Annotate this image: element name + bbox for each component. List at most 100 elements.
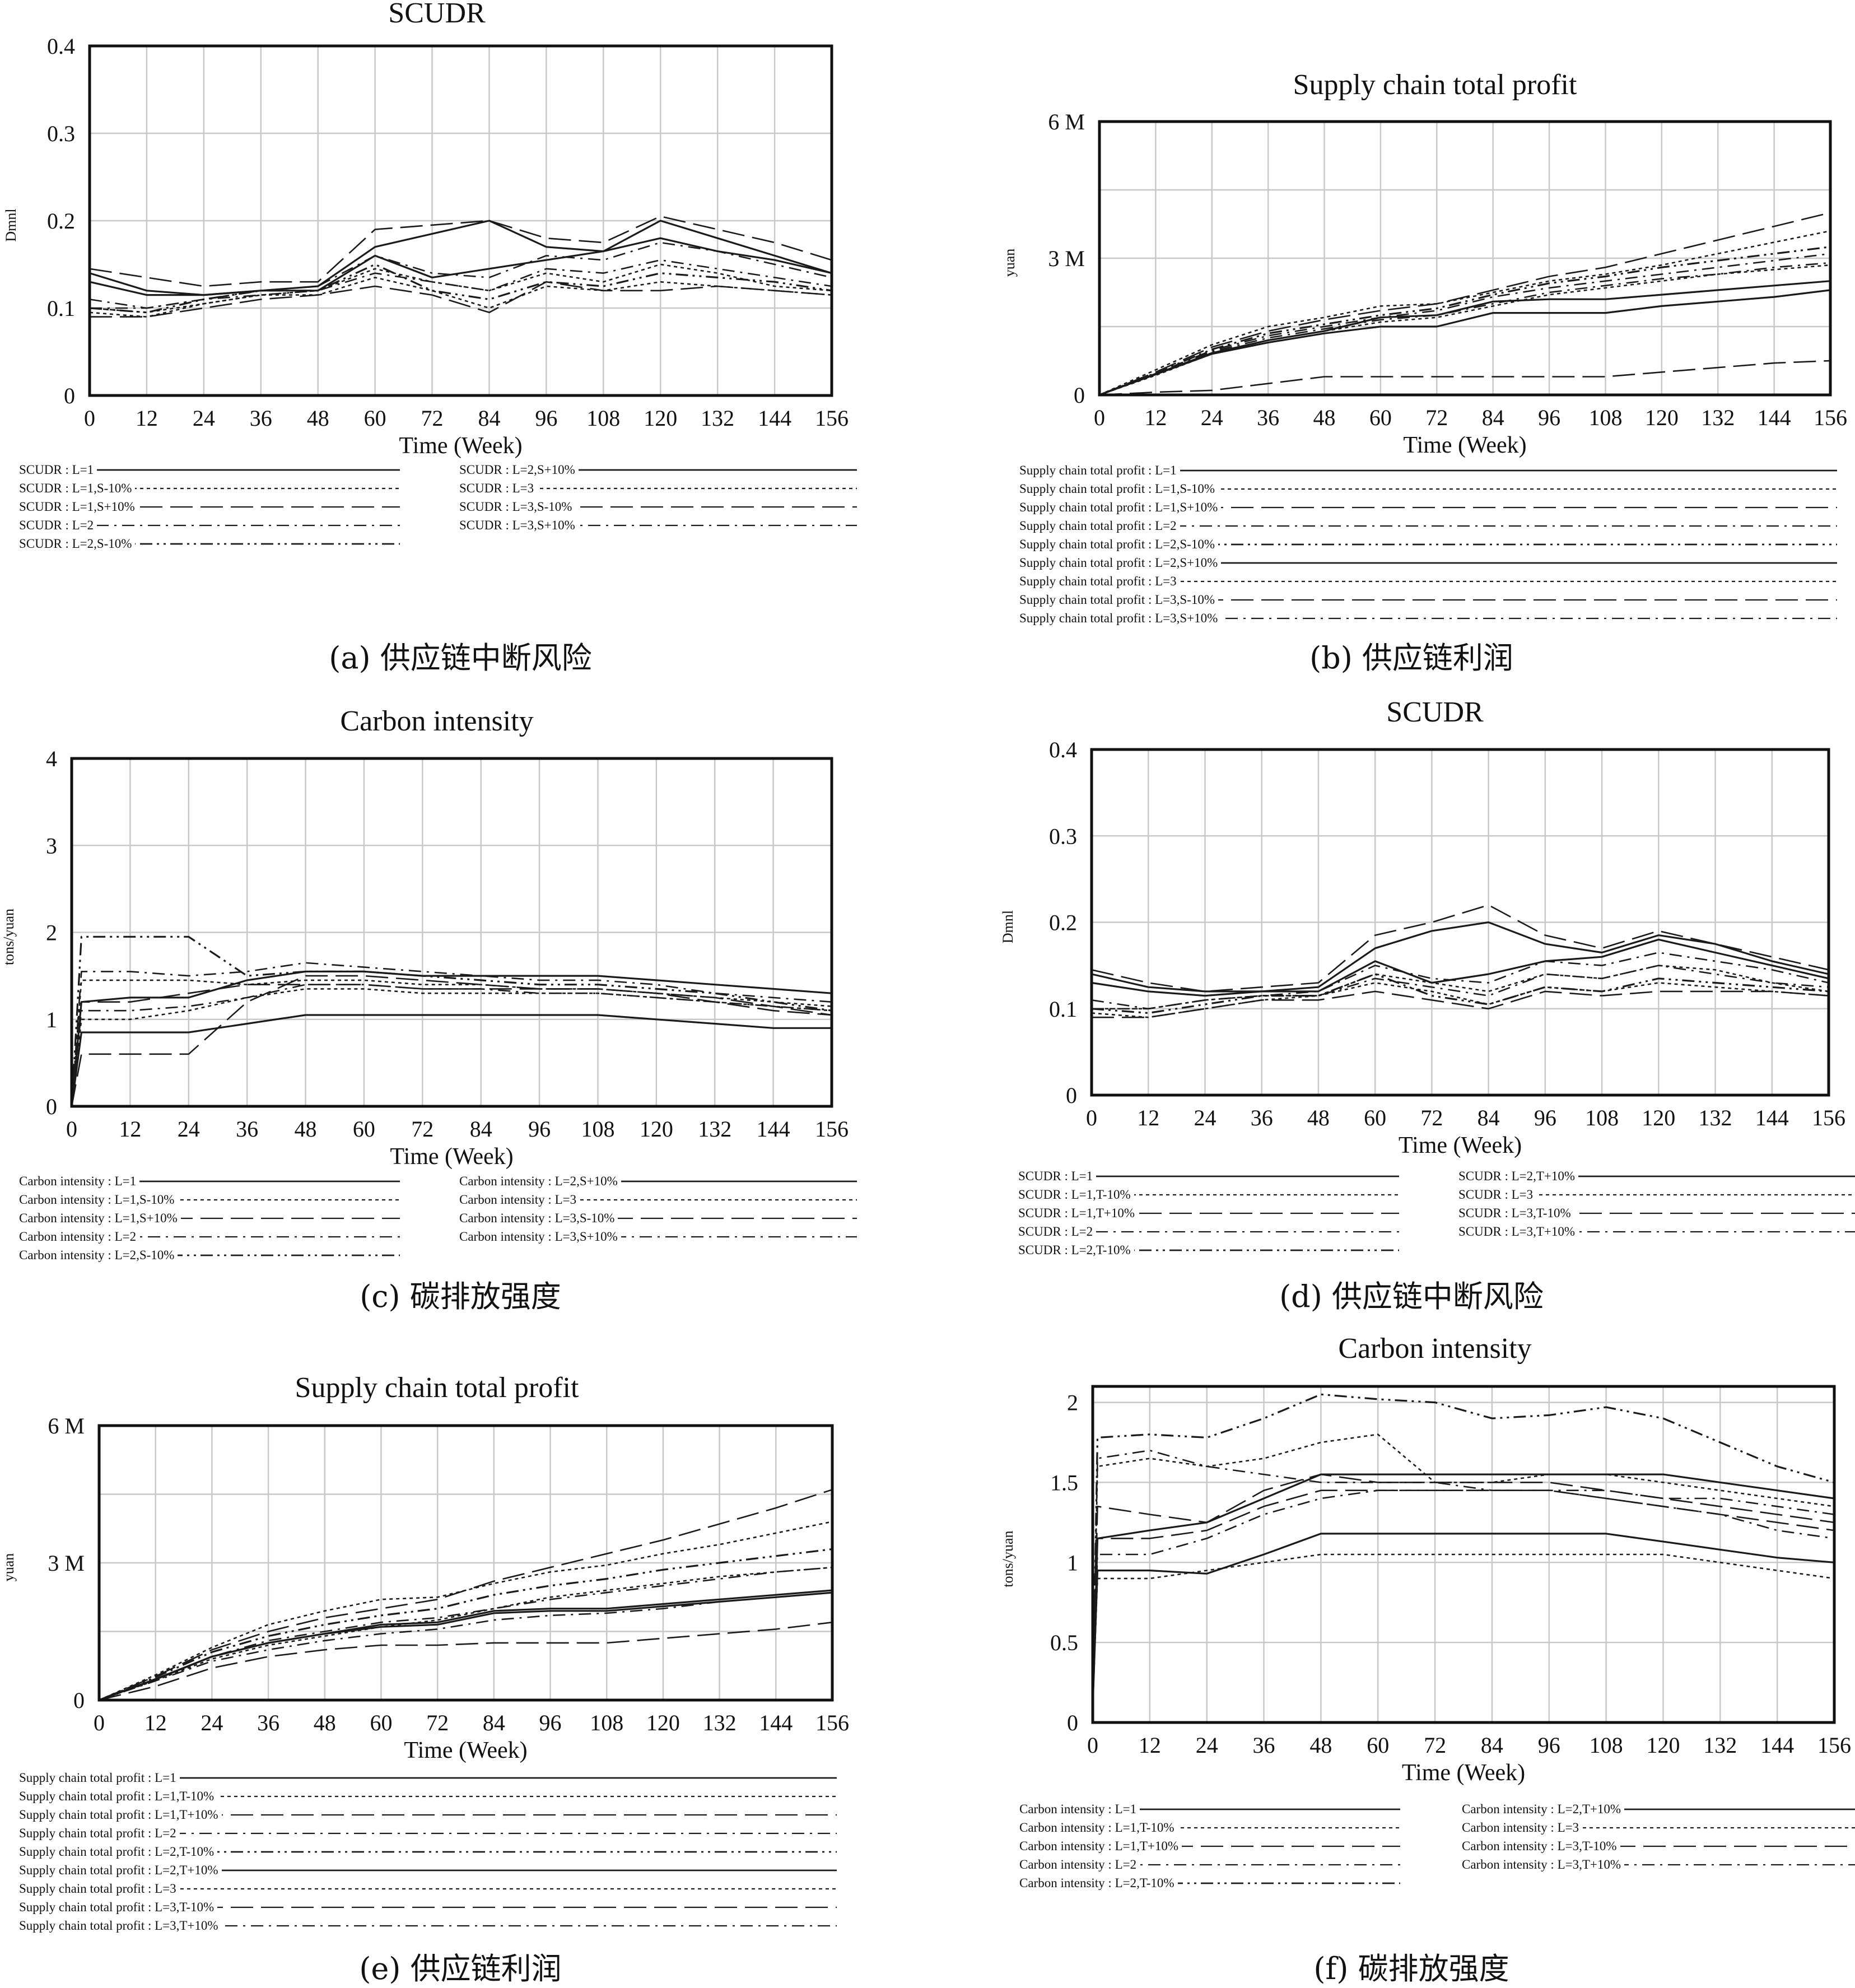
x-tick-label: 96 xyxy=(528,1116,551,1142)
chart-title: Supply chain total profit xyxy=(1293,69,1577,101)
x-tick-label: 120 xyxy=(646,1710,680,1735)
x-tick-label: 84 xyxy=(470,1116,492,1142)
series-line-2 xyxy=(89,263,832,314)
plot-frame xyxy=(70,757,833,1108)
chart-svg-b: 0 12 24 36 48 60 72 84 96 108 120 132 144 156 0 3 M 6 M T… xyxy=(1001,109,1847,458)
legend-label: SCUDR : L=1,T-10% xyxy=(1018,1188,1134,1202)
legend-item: Supply chain total profit : L=3,T-10% xyxy=(19,1898,837,1916)
x-tick-label: 144 xyxy=(758,406,791,431)
x-tick-label: 144 xyxy=(1758,405,1791,430)
x-tick-label: 132 xyxy=(698,1116,731,1142)
legend-label: SCUDR : L=3,T-10% xyxy=(1458,1206,1574,1221)
legend-item: Supply chain total profit : L=2,T-10% xyxy=(19,1842,837,1861)
y-tick-label: 0.4 xyxy=(1049,737,1077,762)
legend-item: Supply chain total profit : L=2 xyxy=(1019,516,1837,535)
legend-item: Supply chain total profit : L=3 xyxy=(1019,572,1837,590)
legend-label: SCUDR : L=3 xyxy=(459,481,538,496)
series-line-3 xyxy=(99,1621,833,1701)
legend-item: SCUDR : L=1 xyxy=(19,460,400,479)
legend-label: Carbon intensity : L=2,S+10% xyxy=(459,1174,621,1189)
legend-swatch xyxy=(459,1199,857,1201)
y-tick-label: 6 M xyxy=(1048,109,1085,134)
series-line-5 xyxy=(1092,1393,1835,1707)
series-line-2 xyxy=(1092,965,1829,1010)
plot-frame xyxy=(1091,1385,1836,1724)
x-tick-label: 60 xyxy=(353,1116,375,1142)
legend-label: SCUDR : L=1,S+10% xyxy=(19,500,138,514)
y-tick-label: 0.4 xyxy=(47,34,75,59)
legend-label: Carbon intensity : L=3,T-10% xyxy=(1462,1839,1620,1854)
series-line-8 xyxy=(1099,212,1831,396)
legend-label: Carbon intensity : L=1,T-10% xyxy=(1019,1821,1178,1835)
x-tick-label: 24 xyxy=(193,406,215,431)
x-tick-label: 36 xyxy=(1253,1733,1275,1758)
legend-item: Carbon intensity : L=3,S-10% xyxy=(459,1209,857,1227)
legend-item: Supply chain total profit : L=2,S+10% xyxy=(1019,553,1837,572)
series-line-9 xyxy=(71,984,832,1107)
legend-label: SCUDR : L=3 xyxy=(1458,1188,1537,1202)
legend-item: Carbon intensity : L=2,S-10% xyxy=(19,1246,400,1264)
legend-label: Carbon intensity : L=1,S+10% xyxy=(19,1211,181,1226)
series-line-7 xyxy=(99,1566,833,1701)
legend-swatch xyxy=(1462,1864,1855,1866)
legend-item: SCUDR : L=2,S+10% xyxy=(459,460,857,479)
legend-item: SCUDR : L=3,S+10% xyxy=(459,516,857,534)
legend-item: Carbon intensity : L=1 xyxy=(19,1172,400,1190)
legend-label: Supply chain total profit : L=3,S-10% xyxy=(1019,593,1218,607)
chart-svg-a: 0 12 24 36 48 60 72 84 96 108 120 132 144 156 0 0.1 0.2 0… xyxy=(3,34,849,459)
legend-item: Carbon intensity : L=1 xyxy=(1019,1800,1400,1818)
x-tick-label: 132 xyxy=(703,1710,737,1735)
x-tick-label: 96 xyxy=(1538,1733,1560,1758)
y-tick-label: 3 xyxy=(46,833,57,858)
x-tick-label: 0 xyxy=(1094,405,1105,430)
legend-label: Supply chain total profit : L=1 xyxy=(1019,463,1180,478)
y-tick-label: 0.1 xyxy=(47,296,75,321)
x-tick-label: 132 xyxy=(1701,405,1735,430)
series-line-9 xyxy=(90,259,832,309)
x-tick-label: 120 xyxy=(1642,1105,1675,1130)
legend-label: Supply chain total profit : L=3,T+10% xyxy=(19,1919,222,1933)
chart-title: Carbon intensity xyxy=(1338,1333,1532,1365)
x-axis-label: Time (Week) xyxy=(1402,1760,1525,1786)
y-tick-label: 0 xyxy=(1066,1083,1077,1108)
y-tick-label: 0 xyxy=(73,1688,85,1713)
caption-a: (a) 供应链中断风险 xyxy=(329,640,592,676)
x-tick-label: 120 xyxy=(640,1116,673,1142)
caption-b: (b) 供应链利润 xyxy=(1309,640,1513,676)
y-tick-label: 6 M xyxy=(48,1413,85,1438)
legend-item: Carbon intensity : L=2 xyxy=(1019,1855,1400,1874)
legend-label: Supply chain total profit : L=1,T-10% xyxy=(19,1789,218,1804)
y-tick-label: 0.2 xyxy=(47,208,75,234)
series-line-6 xyxy=(71,1014,832,1107)
legend-column: Carbon intensity : L=1 Carbon intensity :… xyxy=(19,1172,400,1264)
x-tick-label: 12 xyxy=(1137,1105,1159,1130)
legend-item: Supply chain total profit : L=3,T+10% xyxy=(19,1916,837,1935)
plot-frame xyxy=(97,1424,834,1702)
legend-item: Supply chain total profit : L=1,S+10% xyxy=(1019,498,1837,516)
x-tick-label: 36 xyxy=(257,1710,279,1735)
x-tick-label: 36 xyxy=(236,1116,258,1142)
x-axis-label: Time (Week) xyxy=(390,1144,513,1170)
x-tick-label: 36 xyxy=(1257,405,1279,430)
x-tick-label: 96 xyxy=(539,1710,562,1735)
legend-item: SCUDR : L=2,T+10% xyxy=(1458,1167,1855,1185)
series-line-3 xyxy=(71,975,832,1107)
x-tick-label: 72 xyxy=(1425,405,1448,430)
x-tick-label: 84 xyxy=(1478,1105,1500,1130)
chart-title: SCUDR xyxy=(388,0,486,29)
series-line-9 xyxy=(1092,965,1829,1010)
x-tick-label: 96 xyxy=(535,406,557,431)
legend-label: Supply chain total profit : L=2,S-10% xyxy=(1019,537,1218,552)
series-line-6 xyxy=(89,237,832,296)
legend-column: Carbon intensity : L=2,S+10% Carbon inten… xyxy=(459,1172,857,1246)
legend-label: SCUDR : L=1 xyxy=(1018,1169,1097,1184)
x-tick-label: 0 xyxy=(84,406,95,431)
legend-label: Carbon intensity : L=3,T+10% xyxy=(1462,1857,1625,1872)
x-tick-label: 144 xyxy=(1760,1733,1794,1758)
legend-column: SCUDR : L=2,T+10% SCUDR : L=3 SCUDR : L=3,… xyxy=(1458,1167,1855,1241)
legend-item: Supply chain total profit : L=1 xyxy=(1019,461,1837,479)
x-tick-label: 84 xyxy=(1482,405,1504,430)
series-line-2 xyxy=(71,988,832,1107)
legend-column: Supply chain total profit : L=1 Supply ch… xyxy=(19,1768,837,1935)
